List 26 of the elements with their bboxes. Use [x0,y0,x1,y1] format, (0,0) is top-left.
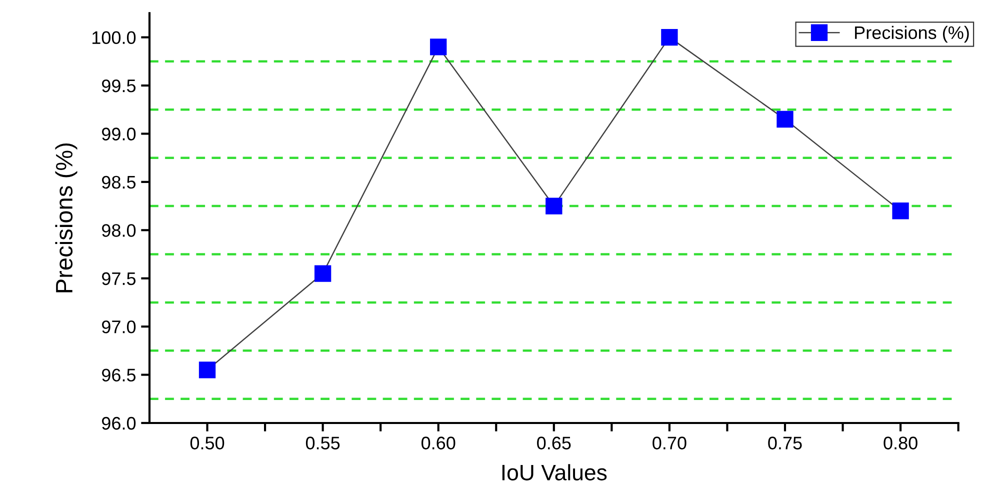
y-tick-label: 99.5 [102,79,136,92]
y-tick-label: 96.0 [102,416,136,430]
point [661,28,678,46]
y-tick-label: 97.5 [102,272,136,286]
legend-label: Precisions (%) [855,26,969,43]
x-tick-label: 0.80 [884,436,918,450]
y-tick-label: 96.5 [102,368,136,382]
y-tick-label: 98.0 [102,224,136,237]
x-tick-label: 0.60 [421,436,456,450]
x-tick-label: 0.55 [306,436,340,450]
y-tick-label: 98.5 [102,176,136,189]
x-tick-label: 0.75 [768,436,802,450]
x-tick-label: 0.50 [190,436,224,450]
y-tick-label: 100.0 [92,31,136,44]
y-tick-label: 97.0 [102,320,136,334]
point [776,110,794,128]
point [314,265,332,282]
point [430,38,447,56]
point [892,202,909,220]
x-tick-label: 0.70 [652,436,686,450]
point [198,362,216,378]
y-axis-title: Precisions (%) [55,143,78,292]
y-tick-label: 99.0 [102,128,136,140]
point [546,198,562,214]
x-axis-title: IoU Values [502,464,607,480]
x-tick-label: 0.65 [537,436,571,450]
